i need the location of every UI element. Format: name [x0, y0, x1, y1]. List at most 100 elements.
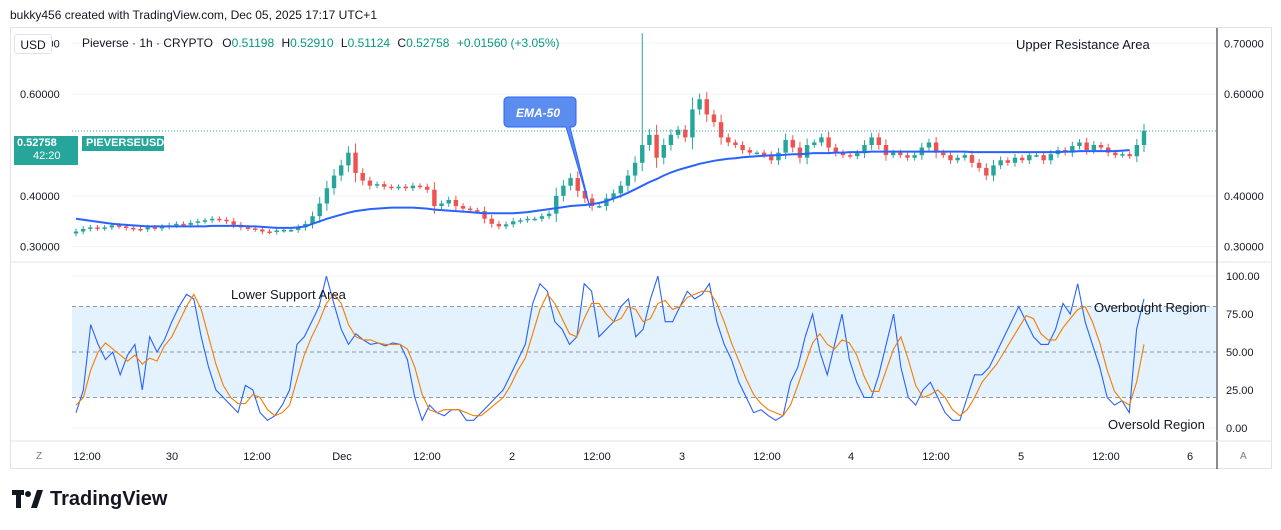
candle-body: [539, 216, 545, 219]
candle-body: [740, 145, 745, 151]
candle-body: [267, 231, 272, 233]
time-tick: 12:00: [73, 451, 101, 463]
legend-symbol[interactable]: Pieverse · 1h · CRYPTO: [82, 36, 213, 50]
candle-body: [274, 230, 279, 232]
candle-body: [812, 142, 817, 145]
candle-body: [432, 189, 437, 207]
oversold-label: Oversold Region: [1108, 417, 1205, 432]
candle-body: [754, 152, 760, 155]
price-tick: 0.60000: [1224, 89, 1264, 101]
price-tick: 0.70000: [1224, 38, 1264, 50]
stoch-line-K: [75, 275, 1145, 422]
candle-body: [396, 186, 401, 189]
candle-body: [109, 225, 115, 228]
candle-body: [123, 226, 129, 228]
candle-body: [776, 152, 781, 161]
candle-body: [446, 199, 451, 204]
candle-body: [511, 221, 516, 225]
candle-body: [1077, 142, 1082, 147]
chart-attribution: bukky456 created with TradingView.com, D…: [10, 8, 377, 22]
time-tick: 12:00: [922, 451, 950, 463]
candle-body: [747, 150, 752, 153]
candle-body: [1141, 130, 1147, 145]
time-tick: 12:00: [583, 451, 611, 463]
candle-body: [410, 185, 416, 189]
candle-body: [840, 152, 846, 156]
candle-body: [102, 227, 107, 229]
candle-body: [324, 188, 330, 204]
candle-body: [460, 206, 466, 209]
time-tick: 4: [848, 451, 854, 463]
candle-body: [890, 152, 896, 156]
candle-body: [1105, 147, 1111, 153]
candle-body: [174, 223, 179, 226]
candle-body: [554, 195, 559, 214]
candle-body: [969, 155, 975, 163]
candle-body: [998, 160, 1003, 166]
candle-body: [826, 137, 831, 148]
price-tick: 0.30000: [1224, 242, 1264, 254]
candle-body: [1070, 146, 1075, 153]
candle-body: [217, 218, 222, 221]
candle-body: [1034, 155, 1039, 157]
candle-body: [209, 218, 215, 221]
candle-body: [453, 199, 459, 207]
candle-body: [869, 137, 874, 145]
candle-body: [1120, 154, 1125, 156]
candle-body: [181, 223, 186, 226]
candle-body: [905, 155, 910, 158]
candle-body: [252, 228, 258, 230]
candle-body: [260, 229, 265, 232]
legend-change: +0.01560 (+3.05%): [456, 36, 560, 50]
candle-body: [984, 167, 989, 176]
candle-body: [374, 184, 380, 186]
tradingview-logo-icon: [12, 489, 43, 508]
candle-body: [331, 175, 337, 189]
legend-o-value: 0.51198: [231, 36, 275, 50]
stoch-line-D: [75, 290, 1145, 417]
candle-body: [1027, 155, 1032, 161]
legend-c-label: C: [397, 36, 407, 50]
legend-h-value: 0.52910: [290, 36, 334, 50]
legend-c-value: 0.52758: [406, 36, 450, 50]
candle-body: [561, 185, 566, 196]
candle-body: [288, 229, 294, 232]
candle-body: [367, 180, 373, 186]
candle-body: [769, 155, 774, 161]
candle-body: [855, 153, 860, 157]
symbol-legend: Pieverse · 1h · CRYPTO O0.51198 H0.52910…: [82, 36, 560, 50]
candle-body: [697, 99, 702, 110]
time-tick: 5: [1018, 451, 1024, 463]
candle-body: [116, 225, 122, 227]
candle-body: [145, 227, 150, 230]
ema-callout: [503, 96, 591, 209]
candle-body: [819, 137, 824, 143]
candle-body: [912, 155, 917, 158]
time-tick: Dec: [332, 451, 352, 463]
candle-body: [847, 155, 853, 157]
candle-body: [1041, 155, 1046, 161]
candle-body: [503, 224, 509, 227]
legend-l-label: L: [340, 36, 348, 50]
stochastic-lines: [75, 275, 1145, 422]
candles: [73, 33, 1147, 237]
candle-body: [575, 178, 580, 191]
candle-body: [346, 152, 351, 166]
currency-button[interactable]: USD: [14, 34, 52, 54]
candle-body: [726, 137, 731, 143]
candle-body: [941, 152, 946, 156]
lower-support-label: Lower Support Area: [231, 287, 347, 302]
candle-body: [898, 152, 903, 156]
candle-body: [482, 211, 487, 219]
candle-body: [159, 226, 165, 229]
current-price-tag: 0.52758 42:20 PIEVERSEUSD: [14, 136, 164, 165]
candle-body: [783, 139, 788, 153]
legend-h-label: H: [281, 36, 291, 50]
candle-body: [317, 203, 322, 217]
timezone-button[interactable]: Z: [36, 451, 43, 462]
ema50-line: [75, 149, 1130, 229]
candle-body: [976, 162, 982, 168]
auto-scale-button[interactable]: A: [1240, 451, 1247, 462]
brand-name: TradingView: [50, 488, 168, 510]
